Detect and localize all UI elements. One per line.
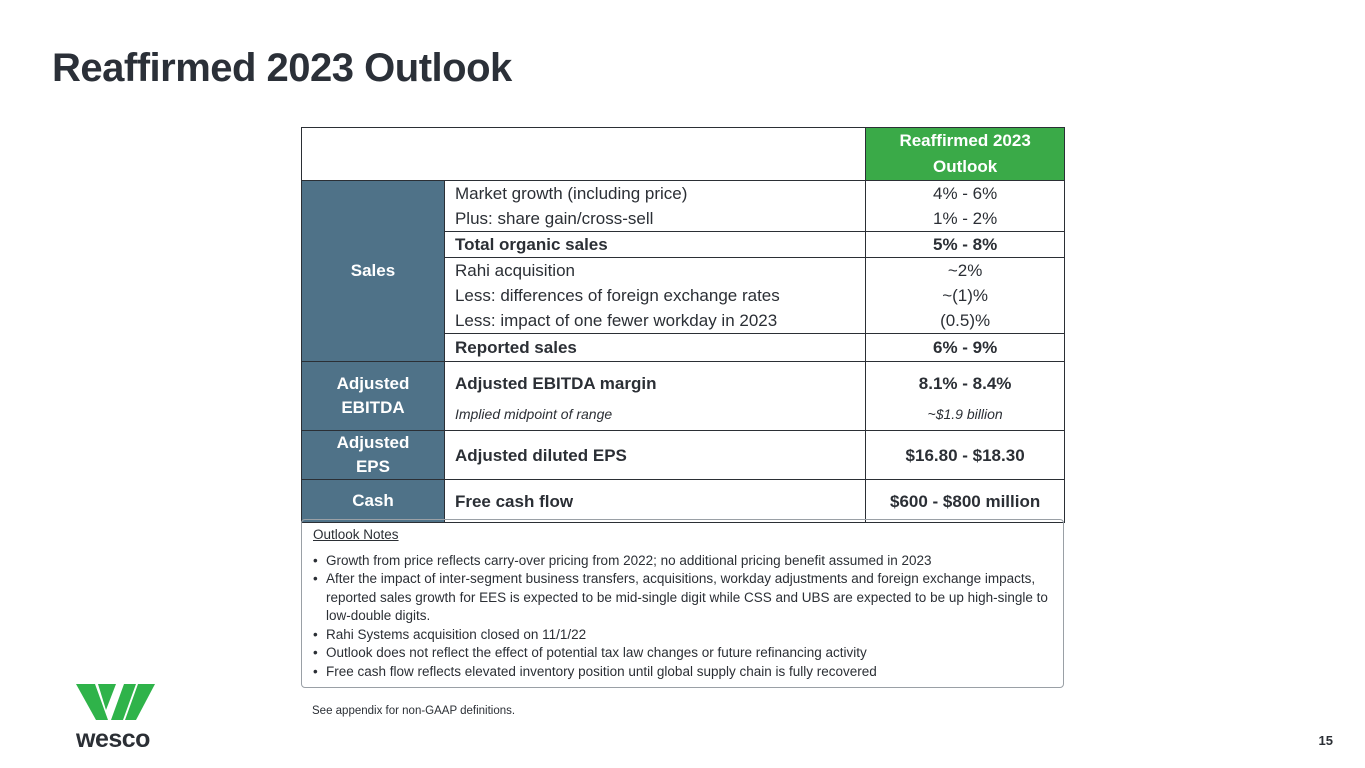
- note-item: After the impact of inter-segment busine…: [313, 570, 1052, 626]
- wesco-w-icon: [76, 684, 155, 720]
- sales-items: Market growth (including price) Plus: sha…: [443, 180, 867, 232]
- page-number: 15: [1318, 733, 1333, 748]
- footnote: See appendix for non-GAAP definitions.: [312, 705, 516, 717]
- item: Reported sales: [443, 333, 867, 362]
- page-title: Reaffirmed 2023 Outlook: [52, 46, 512, 90]
- value: 5% - 8%: [865, 231, 1065, 258]
- row-label-eps: Adjusted EPS: [301, 430, 445, 480]
- value: 4% - 6%: [932, 184, 998, 203]
- note-item: Growth from price reflects carry-over pr…: [313, 552, 1052, 571]
- value: 1% - 2%: [932, 209, 998, 228]
- sub-item: Implied midpoint of range: [454, 405, 613, 422]
- item: Rahi acquisition: [454, 261, 575, 280]
- value: 8.1% - 8.4%: [918, 373, 1012, 393]
- item: Less: impact of one fewer workday in 202…: [454, 311, 778, 330]
- header-outlook: Reaffirmed 2023 Outlook: [865, 127, 1065, 181]
- value: 6% - 9%: [865, 333, 1065, 362]
- item: Market growth (including price): [454, 184, 688, 203]
- sales-values: ~2% ~(1)% (0.5)%: [865, 257, 1065, 334]
- note-item: Free cash flow reflects elevated invento…: [313, 663, 1052, 682]
- item: Total organic sales: [443, 231, 867, 258]
- value: (0.5)%: [940, 311, 991, 330]
- item: Less: differences of foreign exchange ra…: [454, 286, 780, 305]
- sub-value: ~$1.9 billion: [927, 405, 1003, 422]
- row-label-ebitda: Adjusted EBITDA: [301, 361, 445, 431]
- notes-heading: Outlook Notes: [313, 527, 399, 542]
- logo-text: wesco: [76, 725, 150, 753]
- wesco-logo: wesco: [76, 684, 156, 754]
- outlook-notes: Outlook Notes Growth from price reflects…: [301, 519, 1064, 688]
- note-item: Rahi Systems acquisition closed on 11/1/…: [313, 626, 1052, 645]
- sales-values: 4% - 6% 1% - 2%: [865, 180, 1065, 232]
- item: Plus: share gain/cross-sell: [454, 209, 654, 228]
- item: Adjusted diluted EPS: [443, 430, 867, 480]
- value: ~2%: [947, 261, 983, 280]
- row-label-sales: Sales: [301, 180, 445, 362]
- row-label-cash: Cash: [301, 479, 445, 523]
- header-blank: [300, 127, 867, 181]
- value: $16.80 - $18.30: [865, 430, 1065, 480]
- value: ~(1)%: [942, 286, 989, 305]
- value: $600 - $800 million: [865, 479, 1065, 523]
- sales-items: Rahi acquisition Less: differences of for…: [443, 257, 867, 334]
- item: Free cash flow: [443, 479, 867, 523]
- note-item: Outlook does not reflect the effect of p…: [313, 644, 1052, 663]
- outlook-table: Reaffirmed 2023 Outlook Sales Market gro…: [300, 127, 1065, 523]
- item: Adjusted EBITDA margin: [454, 373, 657, 393]
